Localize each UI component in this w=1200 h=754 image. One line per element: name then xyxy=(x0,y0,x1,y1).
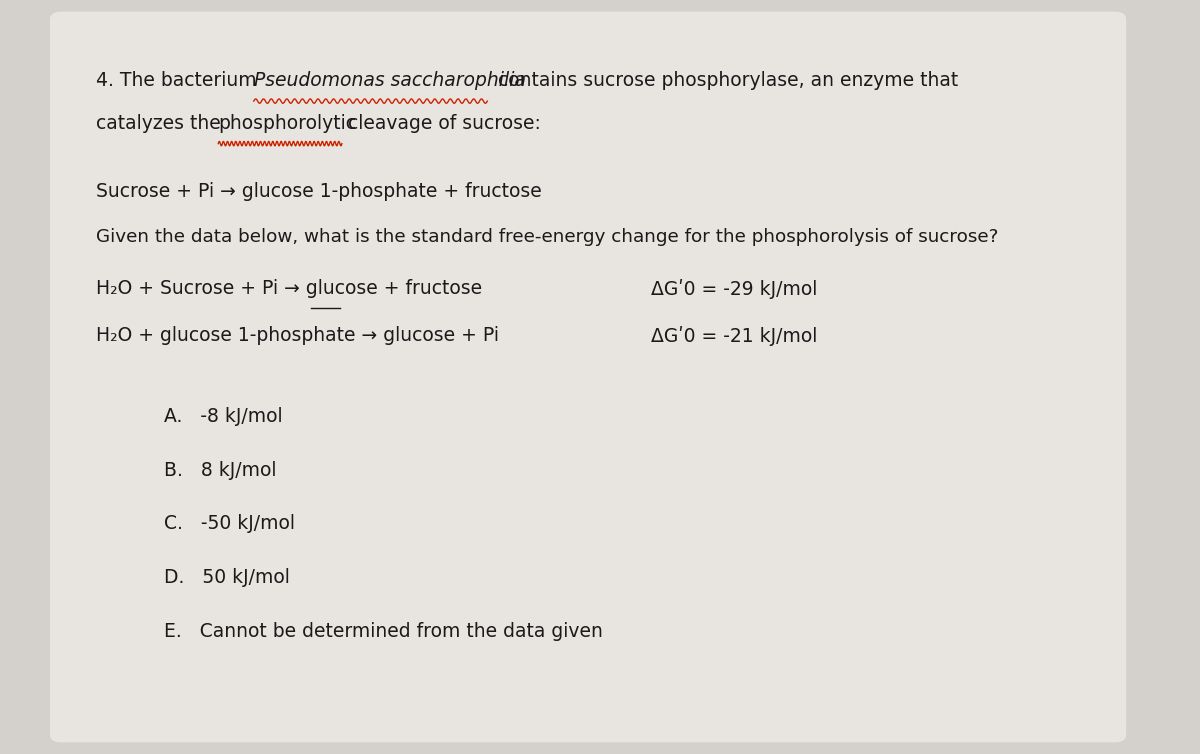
Text: B.   8 kJ/mol: B. 8 kJ/mol xyxy=(164,461,277,480)
Text: cleavage of sucrose:: cleavage of sucrose: xyxy=(342,114,541,133)
Text: contains sucrose phosphorylase, an enzyme that: contains sucrose phosphorylase, an enzym… xyxy=(492,72,958,90)
Text: ΔGʹ0 = -29 kJ/mol: ΔGʹ0 = -29 kJ/mol xyxy=(652,278,817,299)
Text: phosphorolytic: phosphorolytic xyxy=(218,114,356,133)
Text: H₂O + Sucrose + Pi → glucose + fructose: H₂O + Sucrose + Pi → glucose + fructose xyxy=(96,278,482,298)
Text: Sucrose + Pi → glucose 1-phosphate + fructose: Sucrose + Pi → glucose 1-phosphate + fru… xyxy=(96,182,541,201)
Text: ΔGʹ0 = -21 kJ/mol: ΔGʹ0 = -21 kJ/mol xyxy=(652,326,817,346)
Text: A.   -8 kJ/mol: A. -8 kJ/mol xyxy=(164,407,283,426)
Text: E.   Cannot be determined from the data given: E. Cannot be determined from the data gi… xyxy=(164,621,604,641)
Text: H₂O + glucose 1-phosphate → glucose + Pi: H₂O + glucose 1-phosphate → glucose + Pi xyxy=(96,326,499,345)
Text: 4. The bacterium: 4. The bacterium xyxy=(96,72,263,90)
Text: Pseudomonas saccharophilia: Pseudomonas saccharophilia xyxy=(253,72,526,90)
Text: catalyzes the: catalyzes the xyxy=(96,114,227,133)
Text: D.   50 kJ/mol: D. 50 kJ/mol xyxy=(164,568,290,587)
Text: Given the data below, what is the standard free-energy change for the phosphorol: Given the data below, what is the standa… xyxy=(96,228,998,246)
FancyBboxPatch shape xyxy=(50,11,1126,743)
Text: C.   -50 kJ/mol: C. -50 kJ/mol xyxy=(164,514,295,533)
